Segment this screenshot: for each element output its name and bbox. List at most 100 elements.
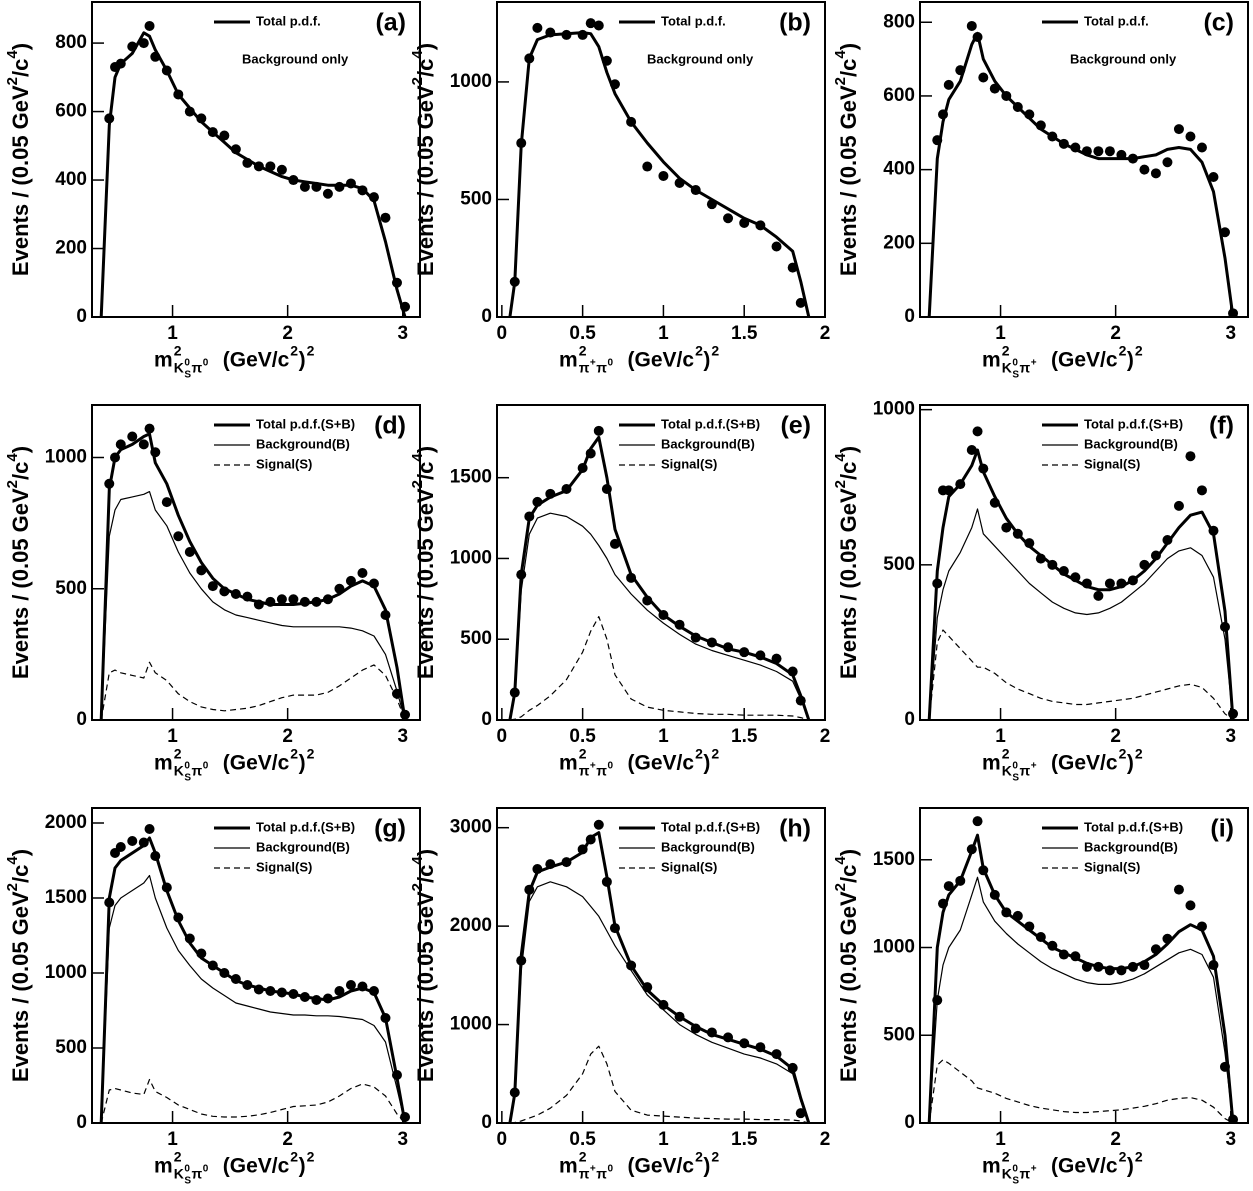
x-axis-label-part: 0 — [1012, 761, 1018, 772]
data-point — [972, 32, 983, 42]
data-point — [516, 138, 527, 149]
data-point — [345, 980, 356, 990]
data-point — [334, 583, 345, 594]
pdf-curve — [509, 512, 810, 720]
data-point — [690, 185, 701, 196]
y-axis-label-part: ) — [836, 446, 861, 453]
x-axis-label-part: π — [579, 1166, 590, 1182]
data-point — [593, 20, 604, 31]
data-point — [966, 20, 977, 31]
x-axis-label-part: π — [1019, 360, 1030, 376]
data-point — [966, 445, 977, 455]
pdf-curve — [928, 876, 1234, 1123]
y-axis-label-part: Events / (0.05 GeV — [413, 85, 438, 276]
y-tick-label: 1500 — [873, 849, 915, 870]
data-point — [932, 995, 943, 1006]
y-axis-label-part: ) — [8, 849, 33, 856]
data-point — [276, 594, 287, 605]
frame — [91, 807, 421, 1124]
data-point — [1001, 907, 1012, 918]
y-axis-label: Events / (0.05 GeV2/c4) — [832, 43, 861, 276]
data-point — [1081, 961, 1092, 972]
data-point — [1001, 90, 1012, 101]
x-axis-label-part: ) — [299, 752, 306, 775]
data-point — [1070, 142, 1081, 153]
data-point — [1012, 102, 1023, 112]
data-point — [1208, 172, 1219, 182]
y-tick-label: 600 — [883, 85, 915, 106]
x-axis-label-part: ) — [703, 752, 710, 775]
legend-label: Background(B) — [661, 436, 755, 451]
x-tick-label: 0 — [497, 323, 508, 344]
x-axis-label-part: K — [1002, 1166, 1012, 1182]
data-point — [184, 106, 195, 117]
legend-label: Total p.d.f. — [661, 13, 726, 28]
x-axis-label-part: (GeV/c — [223, 349, 290, 372]
data-point — [1196, 921, 1207, 932]
legend-label: Background(B) — [256, 436, 350, 451]
x-axis-label-part: S — [184, 370, 191, 381]
data-point — [601, 876, 612, 887]
y-axis-label: Events / (0.05 GeV2/c4) — [4, 446, 33, 679]
x-axis-label-part: m — [154, 349, 173, 372]
x-tick-label: 1 — [995, 323, 1006, 344]
y-tick-label: 1000 — [450, 547, 492, 568]
data-point — [795, 297, 806, 308]
y-axis-label: Events / (0.05 GeV2/c4) — [4, 849, 33, 1082]
y-axis-label-part: Events / (0.05 GeV — [8, 891, 33, 1082]
data-point — [1127, 961, 1138, 972]
data-point — [674, 1011, 685, 1022]
pdf-curve — [100, 1078, 406, 1123]
y-tick-label: 0 — [76, 306, 87, 327]
x-axis-label-part: 0 — [203, 761, 209, 772]
data-point — [104, 113, 115, 124]
data-point — [115, 842, 126, 852]
pdf-curve — [100, 874, 406, 1123]
data-point — [144, 824, 155, 834]
data-point — [173, 531, 184, 542]
x-axis-label-part: (GeV/c — [223, 752, 290, 775]
data-point — [706, 1027, 717, 1038]
pdf-curve — [927, 833, 1235, 1123]
x-tick-label: 3 — [397, 726, 408, 747]
data-point — [545, 27, 556, 38]
x-axis-label-part: ) — [703, 1155, 710, 1178]
data-point — [253, 599, 264, 610]
data-point — [230, 589, 241, 599]
x-axis-label-part: S — [184, 773, 191, 784]
data-point — [739, 647, 750, 658]
data-point — [207, 581, 218, 592]
pdf-curve — [927, 31, 1235, 317]
y-axis-label-part: 2 — [832, 77, 849, 85]
x-axis-label-part: 2 — [1135, 746, 1143, 762]
legend-label: Background(B) — [1084, 839, 1178, 854]
x-axis-label-part: π — [1019, 1166, 1030, 1182]
plot-area — [927, 816, 1239, 1123]
panel: 0 1000 2000 3000 0 0.5 1 1.5 2 (h) Total p.d.f.(S+… — [409, 807, 830, 1182]
data-point — [127, 836, 138, 846]
data-point — [288, 989, 299, 999]
data-point — [509, 687, 520, 698]
data-point — [690, 1023, 701, 1034]
x-axis-label-part: 2 — [1135, 1149, 1143, 1165]
data-point — [104, 478, 115, 489]
data-point — [1104, 578, 1115, 589]
y-axis-label-part: 2 — [832, 480, 849, 488]
pdf-curve — [928, 629, 1234, 720]
y-tick-label: 0 — [481, 709, 492, 730]
data-point — [380, 1013, 391, 1023]
x-axis-label-part: π — [191, 1166, 202, 1182]
x-axis-label-part: + — [590, 761, 596, 772]
legend-label: Background(B) — [256, 839, 350, 854]
y-tick-label: 500 — [460, 628, 492, 649]
data-point — [1150, 944, 1161, 955]
data-point — [1228, 708, 1239, 719]
x-tick-label: 1 — [995, 1129, 1006, 1150]
y-axis-label: Events / (0.05 GeV2/c4) — [832, 446, 861, 679]
y-tick-label: 500 — [55, 578, 87, 599]
y-tick-label: 200 — [55, 238, 87, 259]
frame — [496, 807, 826, 1124]
